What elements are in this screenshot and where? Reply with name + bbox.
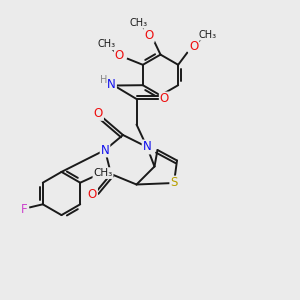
Text: O: O bbox=[160, 92, 169, 106]
Text: CH₃: CH₃ bbox=[199, 30, 217, 40]
Text: O: O bbox=[88, 188, 97, 201]
Text: CH₃: CH₃ bbox=[97, 39, 115, 50]
Text: CH₃: CH₃ bbox=[93, 168, 112, 178]
Text: O: O bbox=[189, 40, 198, 53]
Text: F: F bbox=[21, 202, 28, 216]
Text: N: N bbox=[142, 140, 152, 154]
Text: N: N bbox=[107, 77, 116, 91]
Text: O: O bbox=[145, 29, 154, 42]
Text: O: O bbox=[94, 107, 103, 120]
Text: S: S bbox=[170, 176, 178, 190]
Text: N: N bbox=[100, 143, 109, 157]
Text: H: H bbox=[100, 75, 107, 85]
Text: O: O bbox=[115, 49, 124, 62]
Text: CH₃: CH₃ bbox=[130, 17, 148, 28]
